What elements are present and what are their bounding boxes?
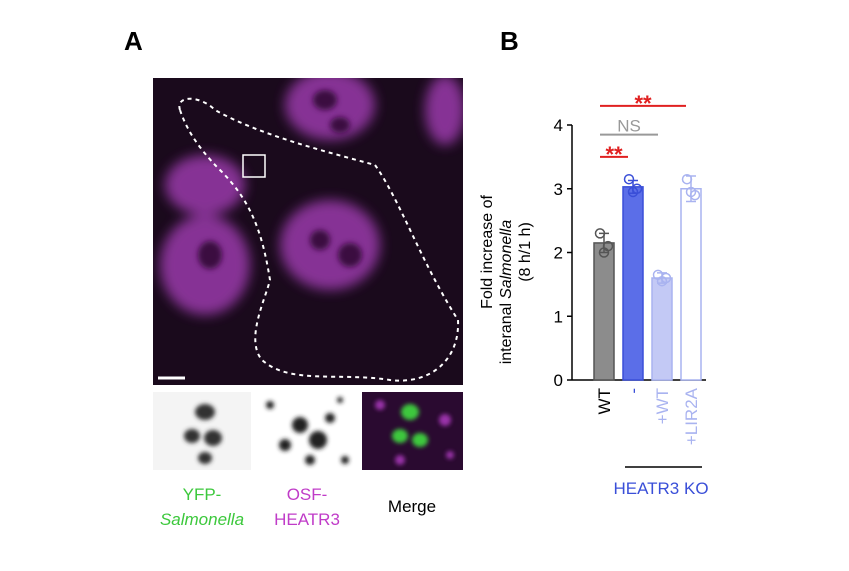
data-point xyxy=(681,173,693,185)
bar xyxy=(622,186,644,381)
micrograph xyxy=(153,78,463,385)
x-tick-label: +LIR2A xyxy=(682,387,701,445)
y-axis-label-part: interanal xyxy=(498,303,515,364)
bar xyxy=(651,277,673,381)
y-tick-label: 4 xyxy=(554,116,563,135)
y-axis-label-part: Fold increase of xyxy=(479,195,496,309)
y-tick-label: 3 xyxy=(554,180,563,199)
data-point xyxy=(598,247,610,258)
y-tick-label: 0 xyxy=(554,371,563,390)
inset-merge xyxy=(362,392,463,470)
group-label: HEATR3 KO xyxy=(613,479,708,498)
significance-label: ** xyxy=(605,142,623,167)
caption: HEATR3 xyxy=(274,510,340,529)
data-point xyxy=(656,275,668,287)
x-tick-label: +WT xyxy=(653,388,672,424)
y-tick-label: 2 xyxy=(554,244,563,263)
caption: YFP- xyxy=(183,485,222,504)
data-point xyxy=(594,228,606,239)
data-point xyxy=(685,186,697,198)
caption: OSF- xyxy=(287,485,328,504)
x-tick-label: WT xyxy=(595,388,614,414)
significance-label: ** xyxy=(634,91,652,116)
panel-label: A xyxy=(124,26,143,56)
bar xyxy=(680,188,702,381)
y-tick-label: 1 xyxy=(554,307,563,326)
panel-label: B xyxy=(500,26,519,56)
inset-yfp xyxy=(153,392,251,470)
data-point xyxy=(627,186,639,198)
y-axis-label: Fold increase ofinteranal Salmonella (8 h/… xyxy=(479,195,534,365)
bar xyxy=(593,242,615,381)
inset-heatr3 xyxy=(257,392,357,470)
significance-label: NS xyxy=(617,117,641,136)
y-axis-label-part: (8 h/1 h) xyxy=(517,222,534,282)
data-point xyxy=(623,173,635,185)
y-axis-label-part: Salmonella xyxy=(498,220,515,299)
x-tick-label: - xyxy=(624,388,643,394)
caption: Merge xyxy=(388,497,436,516)
caption: Salmonella xyxy=(160,510,244,529)
